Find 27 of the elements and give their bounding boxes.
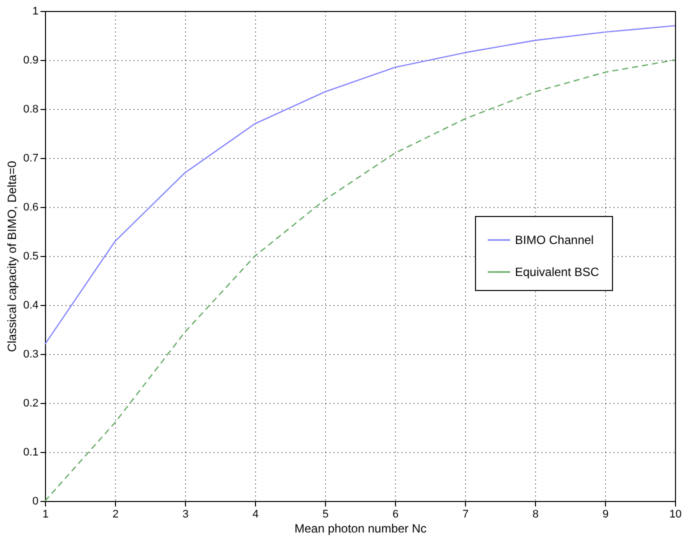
x-tick-label: 9 <box>602 508 609 520</box>
y-tick-label: 1 <box>32 6 38 18</box>
x-axis-title: Mean photon number Nc <box>294 522 427 536</box>
x-tick-label: 4 <box>252 508 259 520</box>
y-tick-label: 0.6 <box>23 202 38 214</box>
line-series <box>44 59 676 502</box>
y-axis-title: Classical capacity of BIMO, Delta=0 <box>5 160 20 352</box>
line-series <box>44 25 676 345</box>
y-tick-label: 0.2 <box>23 398 38 410</box>
x-tick-label: 10 <box>669 508 682 520</box>
x-tick-label: 1 <box>42 508 49 520</box>
y-tick-label: 0.5 <box>23 250 38 262</box>
x-tick-label: 5 <box>322 508 329 520</box>
y-tick-label: 0.7 <box>23 152 38 164</box>
x-tick-label: 8 <box>532 508 539 520</box>
y-tick-label: 0.1 <box>23 446 38 458</box>
x-tick-label: 6 <box>392 508 399 520</box>
y-tick-label: 0.8 <box>23 104 38 116</box>
x-tick-label: 7 <box>462 508 469 520</box>
y-tick-label: 0.3 <box>23 348 38 360</box>
y-tick-label: 0 <box>32 496 38 508</box>
y-tick-label: 0.4 <box>23 300 38 312</box>
legend-label: Equivalent BSC <box>515 265 600 279</box>
y-tick-label: 0.9 <box>23 54 38 66</box>
legend-label: BIMO Channel <box>515 233 594 247</box>
x-tick-label: 2 <box>112 508 119 520</box>
x-tick-label: 3 <box>182 508 189 520</box>
